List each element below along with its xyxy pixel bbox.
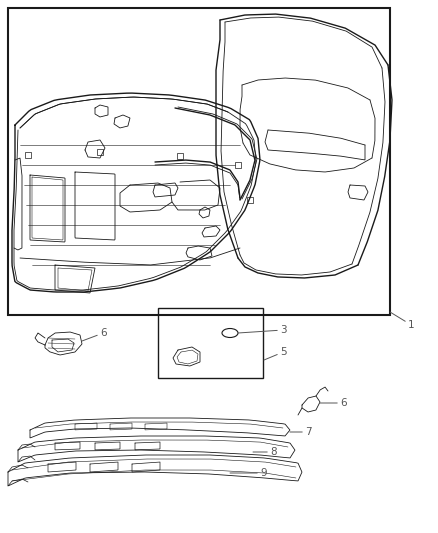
Text: 3: 3 xyxy=(238,325,286,335)
Bar xyxy=(158,308,263,378)
Text: 5: 5 xyxy=(264,347,286,360)
Bar xyxy=(177,153,183,159)
Bar xyxy=(8,8,390,315)
Text: 8: 8 xyxy=(253,447,277,457)
Text: 1: 1 xyxy=(390,312,415,330)
Bar xyxy=(247,197,253,203)
Bar xyxy=(97,149,103,155)
Text: 7: 7 xyxy=(290,427,311,437)
Bar xyxy=(235,162,241,168)
Text: 6: 6 xyxy=(320,398,346,408)
Text: 9: 9 xyxy=(230,468,267,478)
Text: 6: 6 xyxy=(82,328,106,341)
Bar xyxy=(25,152,31,158)
